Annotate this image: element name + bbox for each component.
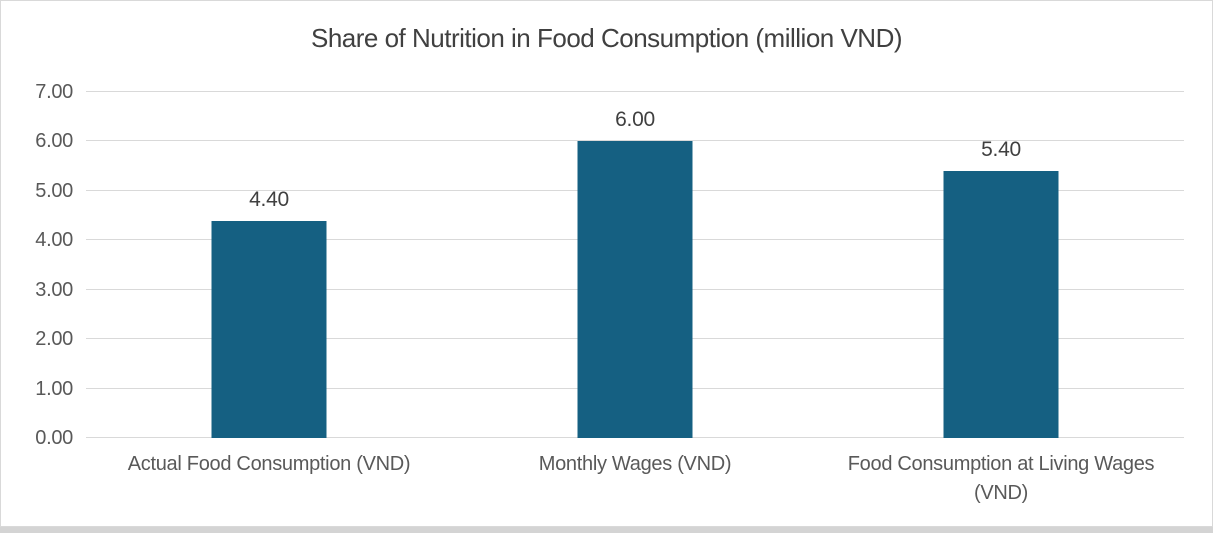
- x-category-label: Monthly Wages (VND): [452, 450, 818, 479]
- x-category-label-text: Monthly Wages (VND): [538, 453, 732, 475]
- y-tick-label: 2.00: [35, 328, 73, 351]
- bar-value-label: 4.40: [249, 187, 289, 211]
- bar: [211, 220, 327, 438]
- y-tick-label: 7.00: [35, 81, 73, 103]
- gridline: [86, 91, 1184, 92]
- gridline: [86, 140, 1184, 142]
- y-tick-label: 5.00: [35, 179, 73, 202]
- category-cell: 5.40: [818, 92, 1184, 438]
- bar-value-label: 6.00: [615, 108, 655, 132]
- x-category-label: Actual Food Consumption (VND): [86, 450, 452, 479]
- y-tick-label: 4.00: [35, 229, 73, 252]
- chart-title: Share of Nutrition in Food Consumption (…: [310, 23, 903, 53]
- x-category-label-text: Actual Food Consumption (VND): [127, 453, 411, 475]
- bar-value-label: 5.40: [981, 138, 1021, 162]
- category-cell: 6.00: [452, 92, 818, 438]
- y-axis: 0.00 1.00 2.00 3.00 4.00 5.00 6.00 7.00: [1, 82, 73, 448]
- x-category-label: Food Consumption at Living Wages (VND): [818, 450, 1184, 508]
- y-tick-label: 1.00: [35, 377, 73, 400]
- y-tick-label: 6.00: [35, 130, 73, 153]
- y-tick-label: 0.00: [35, 427, 73, 449]
- bar: [943, 171, 1059, 438]
- bottom-edge-strip: [0, 527, 1213, 533]
- plot-area: 4.40 6.00 5.40: [86, 91, 1184, 438]
- bar: [577, 141, 693, 438]
- x-category-label-text: Food Consumption at Living Wages (VND): [847, 453, 1155, 504]
- category-cell: 4.40: [86, 92, 452, 438]
- y-tick-label: 3.00: [35, 278, 73, 301]
